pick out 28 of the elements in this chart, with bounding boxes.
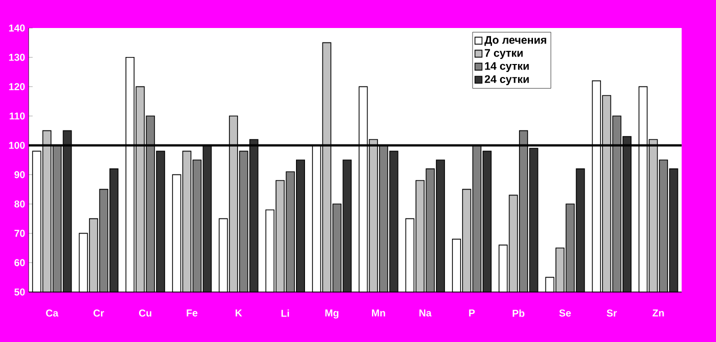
x-tick-label: K bbox=[236, 310, 242, 316]
x-tick-label: Sr bbox=[606, 310, 617, 317]
y-tick-label: 100 bbox=[9, 142, 25, 149]
x-tick-label: P bbox=[469, 310, 475, 316]
y-tick-label: 50 bbox=[14, 288, 25, 296]
legend-label: 24 сутки bbox=[484, 75, 529, 86]
legend-label: 7 сутки bbox=[484, 49, 523, 59]
y-tick-label: 140 bbox=[9, 24, 25, 32]
x-tick-label: Li bbox=[281, 310, 289, 317]
y-tick-label: 110 bbox=[10, 112, 25, 120]
y-tick-label: 80 bbox=[14, 200, 25, 208]
y-tick-label: 70 bbox=[14, 230, 25, 237]
x-tick-label: Se bbox=[559, 310, 571, 317]
x-tick-label: Na bbox=[419, 310, 432, 316]
legend-label: До лечения bbox=[484, 36, 546, 46]
legend-label: 14 сутки bbox=[485, 62, 529, 72]
x-tick-label: Fe bbox=[186, 310, 198, 316]
x-tick-label: Pb bbox=[512, 310, 524, 317]
x-tick-label: Mg bbox=[325, 310, 338, 318]
x-tick-label: Mn bbox=[372, 310, 386, 316]
x-tick-label: Cr bbox=[94, 310, 104, 317]
x-tick-label: Zn bbox=[652, 310, 664, 316]
x-tick-label: Ca bbox=[46, 310, 58, 317]
x-tick-label: Cu bbox=[139, 310, 152, 317]
y-tick-label: 120 bbox=[9, 83, 25, 90]
y-tick-label: 130 bbox=[9, 54, 25, 61]
y-tick-label: 90 bbox=[14, 171, 25, 178]
y-tick-label: 60 bbox=[14, 259, 25, 266]
